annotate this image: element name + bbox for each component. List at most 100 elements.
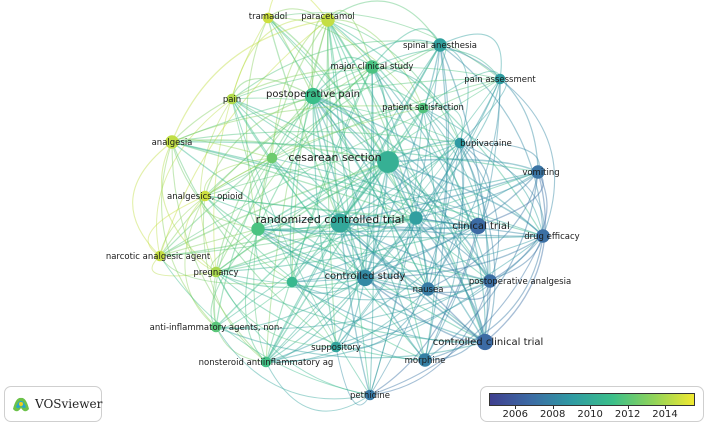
node-nonsteroid-antiinflammatory-ag[interactable] [260, 356, 272, 368]
edge-postoperative-pain-to-morphine [312, 95, 426, 361]
edge-paracetamol-to-unlabeled-22 [291, 19, 329, 283]
edge-pain-assessment-to-suppository [335, 78, 501, 348]
edge-bupivacaine-to-controlled-clinical-trial [459, 142, 496, 343]
edge-major-clinical-study-to-analgesia [171, 66, 373, 143]
edge-bupivacaine-to-suppository [335, 142, 461, 348]
edge-postoperative-analgesia-to-anti-inflammatory-agents-non [215, 280, 491, 330]
edge-cesarean-section-to-controlled-study [364, 161, 389, 279]
node-pain[interactable] [226, 93, 238, 105]
edge-clinical-trial-to-unlabeled-22 [291, 225, 479, 283]
node-postoperative-analgesia[interactable] [483, 274, 497, 288]
edge-major-clinical-study-to-unlabeled-18 [257, 66, 373, 230]
node-major-clinical-study[interactable] [365, 60, 379, 74]
edge-pain-assessment-to-nausea [427, 78, 501, 290]
edge-unlabeled-11-to-nonsteroid-antiinflammatory-ag [253, 157, 273, 363]
edge-pregnancy-to-pethidine [215, 271, 371, 396]
node-controlled-study[interactable] [356, 269, 374, 287]
node-suppository[interactable] [330, 341, 342, 353]
node-patient-satisfaction[interactable] [417, 102, 429, 114]
legend-tick [665, 406, 667, 409]
edge-postoperative-analgesia-to-morphine [424, 280, 491, 361]
edge-unlabeled-11-to-controlled-clinical-trial [271, 157, 486, 343]
node-drug-efficacy[interactable] [536, 229, 550, 243]
node-clinical-trial[interactable] [469, 217, 487, 235]
node-narcotic-analgesic-agent[interactable] [154, 250, 166, 262]
edge-patient-satisfaction-to-drug-efficacy [422, 107, 544, 237]
node-pain-assessment[interactable] [494, 73, 506, 85]
edge-drug-efficacy-to-controlled-study [364, 235, 544, 279]
label-controlled-study: controlled study [325, 271, 406, 282]
edge-major-clinical-study-to-pregnancy [215, 66, 373, 273]
edge-unlabeled-15-to-pregnancy [215, 217, 417, 273]
edge-spinal-anesthesia-to-postoperative-pain [312, 39, 441, 97]
edge-postoperative-analgesia-to-pethidine [369, 280, 491, 396]
edge-unlabeled-15-to-controlled-clinical-trial [415, 217, 486, 343]
node-pethidine[interactable] [364, 389, 376, 401]
edge-major-clinical-study-to-nonsteroid-antiinflammatory-ag [265, 66, 373, 363]
node-unlabeled-15[interactable] [409, 211, 423, 225]
node-unlabeled-22[interactable] [286, 276, 298, 288]
node-postoperative-pain[interactable] [304, 87, 322, 105]
edge-randomized-controlled-trial-to-drug-efficacy [339, 222, 544, 237]
edge-postoperative-pain-to-drug-efficacy [312, 95, 544, 237]
edge-narcotic-analgesic-agent-to-pregnancy [151, 255, 217, 277]
edge-analgesics-opioid-to-controlled-study [204, 195, 366, 279]
edge-tramadol-to-postoperative-analgesia [267, 17, 491, 282]
node-paracetamol[interactable] [321, 13, 335, 27]
edge-spinal-anesthesia-to-pain-assessment [439, 33, 502, 80]
edge-analgesia-to-cesarean-section [171, 139, 389, 163]
label-spinal-anesthesia: spinal anesthesia [403, 41, 477, 51]
node-controlled-clinical-trial[interactable] [476, 333, 494, 351]
node-analgesics-opioid[interactable] [199, 190, 211, 202]
node-cesarean-section[interactable] [377, 151, 399, 173]
edge-anti-inflammatory-agents-non-to-controlled-clinical-trial [215, 326, 486, 359]
edge-paracetamol-to-unlabeled-11 [271, 19, 329, 159]
edge-tramadol-to-pregnancy [213, 17, 269, 273]
edge-randomized-controlled-trial-to-nonsteroid-antiinflammatory-ag [265, 222, 341, 363]
node-vomiting[interactable] [531, 165, 545, 179]
edge-paracetamol-to-nonsteroid-antiinflammatory-ag [265, 19, 329, 363]
node-spinal-anesthesia[interactable] [433, 38, 447, 52]
legend-tick [552, 406, 554, 409]
label-controlled-clinical-trial: controlled clinical trial [433, 337, 544, 348]
edge-patient-satisfaction-to-analgesics-opioid [204, 107, 424, 197]
node-morphine[interactable] [418, 353, 432, 367]
edge-postoperative-pain-to-suppository [312, 95, 337, 348]
edge-unlabeled-22-to-controlled-clinical-trial [291, 281, 486, 344]
node-pregnancy[interactable] [210, 266, 222, 278]
edge-randomized-controlled-trial-to-nausea [339, 222, 429, 290]
edge-analgesia-to-unlabeled-15 [171, 141, 417, 219]
node-anti-inflammatory-agents-non[interactable] [210, 321, 222, 333]
edge-narcotic-analgesic-agent-to-pethidine [159, 255, 371, 396]
node-unlabeled-11[interactable] [266, 152, 278, 164]
edge-unlabeled-11-to-analgesics-opioid [203, 157, 273, 197]
edge-major-clinical-study-to-controlled-clinical-trial [371, 66, 486, 343]
edge-analgesics-opioid-to-nonsteroid-antiinflammatory-ag [202, 195, 267, 363]
edge-unlabeled-22-to-morphine [291, 281, 426, 361]
node-nausea[interactable] [421, 282, 435, 296]
legend-tick [590, 406, 592, 409]
node-tramadol[interactable] [262, 12, 274, 24]
node-randomized-controlled-trial[interactable] [330, 213, 350, 233]
node-unlabeled-18[interactable] [251, 222, 265, 236]
edge-pain-to-postoperative-pain [231, 78, 314, 100]
node-bupivacaine[interactable] [454, 137, 466, 149]
edge-cesarean-section-to-unlabeled-18 [257, 161, 389, 230]
label-cesarean-section: cesarean section [288, 151, 381, 164]
edge-postoperative-pain-to-pregnancy [215, 95, 314, 273]
edge-pain-to-bupivacaine [231, 97, 461, 144]
edge-narcotic-analgesic-agent-to-unlabeled-22 [159, 255, 293, 285]
edge-paracetamol-to-morphine [327, 19, 426, 361]
edge-clinical-trial-to-pethidine [369, 225, 479, 396]
edge-pain-to-nausea [231, 98, 429, 290]
edge-pain-to-morphine [231, 98, 426, 361]
edge-analgesia-to-pregnancy [160, 141, 217, 273]
label-nausea: nausea [413, 285, 444, 295]
node-analgesia[interactable] [165, 135, 179, 149]
edge-postoperative-pain-to-controlled-study [312, 95, 366, 279]
edge-pregnancy-to-controlled-clinical-trial [215, 271, 486, 343]
edge-paracetamol-to-unlabeled-15 [327, 19, 417, 219]
edge-controlled-study-to-unlabeled-22 [291, 277, 366, 294]
edge-bupivacaine-to-unlabeled-18 [257, 142, 461, 230]
